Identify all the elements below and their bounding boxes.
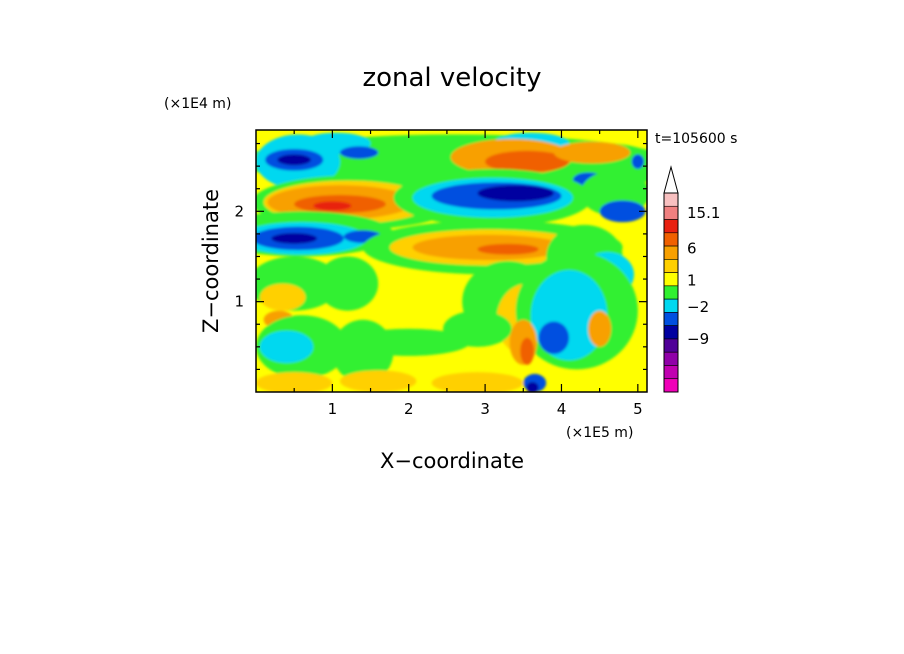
- contour-region: [259, 330, 314, 364]
- x-tick-label: 5: [633, 400, 643, 418]
- colorbar-swatch: [663, 378, 679, 393]
- contour-region: [599, 200, 646, 223]
- time-label: t=105600 s: [655, 131, 737, 147]
- contour-region: [477, 243, 539, 255]
- contour-region: [588, 310, 612, 347]
- contour-region: [538, 321, 570, 355]
- contour-region: [340, 146, 379, 159]
- colorbar-swatch: [663, 338, 679, 353]
- colorbar-swatch: [663, 325, 679, 340]
- x-tick-label: 3: [480, 400, 490, 418]
- colorbar-label: −9: [687, 330, 709, 348]
- contour-region: [347, 328, 470, 356]
- colorbar-label: 1: [687, 272, 697, 290]
- colorbar-swatch: [663, 365, 679, 380]
- contour-region: [256, 372, 333, 392]
- x-tick-label: 1: [328, 400, 338, 418]
- contour-region: [526, 382, 539, 392]
- colorbar: 15.1 6 1 −2 −9: [663, 165, 720, 393]
- colorbar-overflow-arrow: [663, 165, 679, 194]
- contour-region: [317, 256, 379, 311]
- colorbar-swatch: [663, 192, 679, 207]
- colorbar-label: −2: [687, 298, 709, 316]
- chart-title: zonal velocity: [362, 63, 541, 93]
- contour-region: [553, 141, 631, 164]
- contour-region: [443, 310, 512, 347]
- contour-region: [340, 370, 417, 392]
- contour-region: [313, 201, 352, 211]
- colorbar-swatch: [663, 232, 679, 247]
- contour-region: [277, 154, 311, 166]
- contour-region: [485, 150, 570, 173]
- x-tick-label: 2: [404, 400, 414, 418]
- colorbar-swatch: [663, 205, 679, 220]
- colorbar-swatch: [663, 285, 679, 300]
- colorbar-swatch: [663, 351, 679, 366]
- y-tick-label: 1: [234, 293, 244, 311]
- colorbar-frame: [663, 192, 679, 393]
- x-axis-unit: (×1E5 m): [566, 425, 633, 441]
- contour-region: [631, 154, 644, 169]
- colorbar-swatch: [663, 298, 679, 313]
- colorbar-label: 6: [687, 240, 697, 258]
- colorbar-swatch: [663, 272, 679, 287]
- y-axis-unit: (×1E4 m): [164, 96, 231, 112]
- contour-region: [259, 283, 306, 311]
- colorbar-swatch: [663, 312, 679, 326]
- contour-field: [256, 130, 647, 392]
- contour-region: [477, 185, 554, 202]
- y-tick-label: 2: [234, 202, 244, 220]
- x-tick-label: 4: [557, 400, 567, 418]
- x-axis-title: X−coordinate: [380, 449, 524, 473]
- contour-region: [431, 372, 524, 392]
- plot-frame: [255, 129, 648, 393]
- contour-region: [271, 232, 318, 244]
- colorbar-swatch: [663, 219, 679, 234]
- colorbar-swatch: [663, 245, 679, 260]
- x-axis-ticks: 1 2 3 4 5: [293, 130, 643, 418]
- y-axis-ticks: 12: [234, 142, 647, 371]
- colorbar-swatch: [663, 259, 679, 273]
- contour-region: [520, 337, 534, 365]
- colorbar-label: 15.1: [687, 204, 720, 222]
- y-axis-title: Z−coordinate: [199, 189, 223, 333]
